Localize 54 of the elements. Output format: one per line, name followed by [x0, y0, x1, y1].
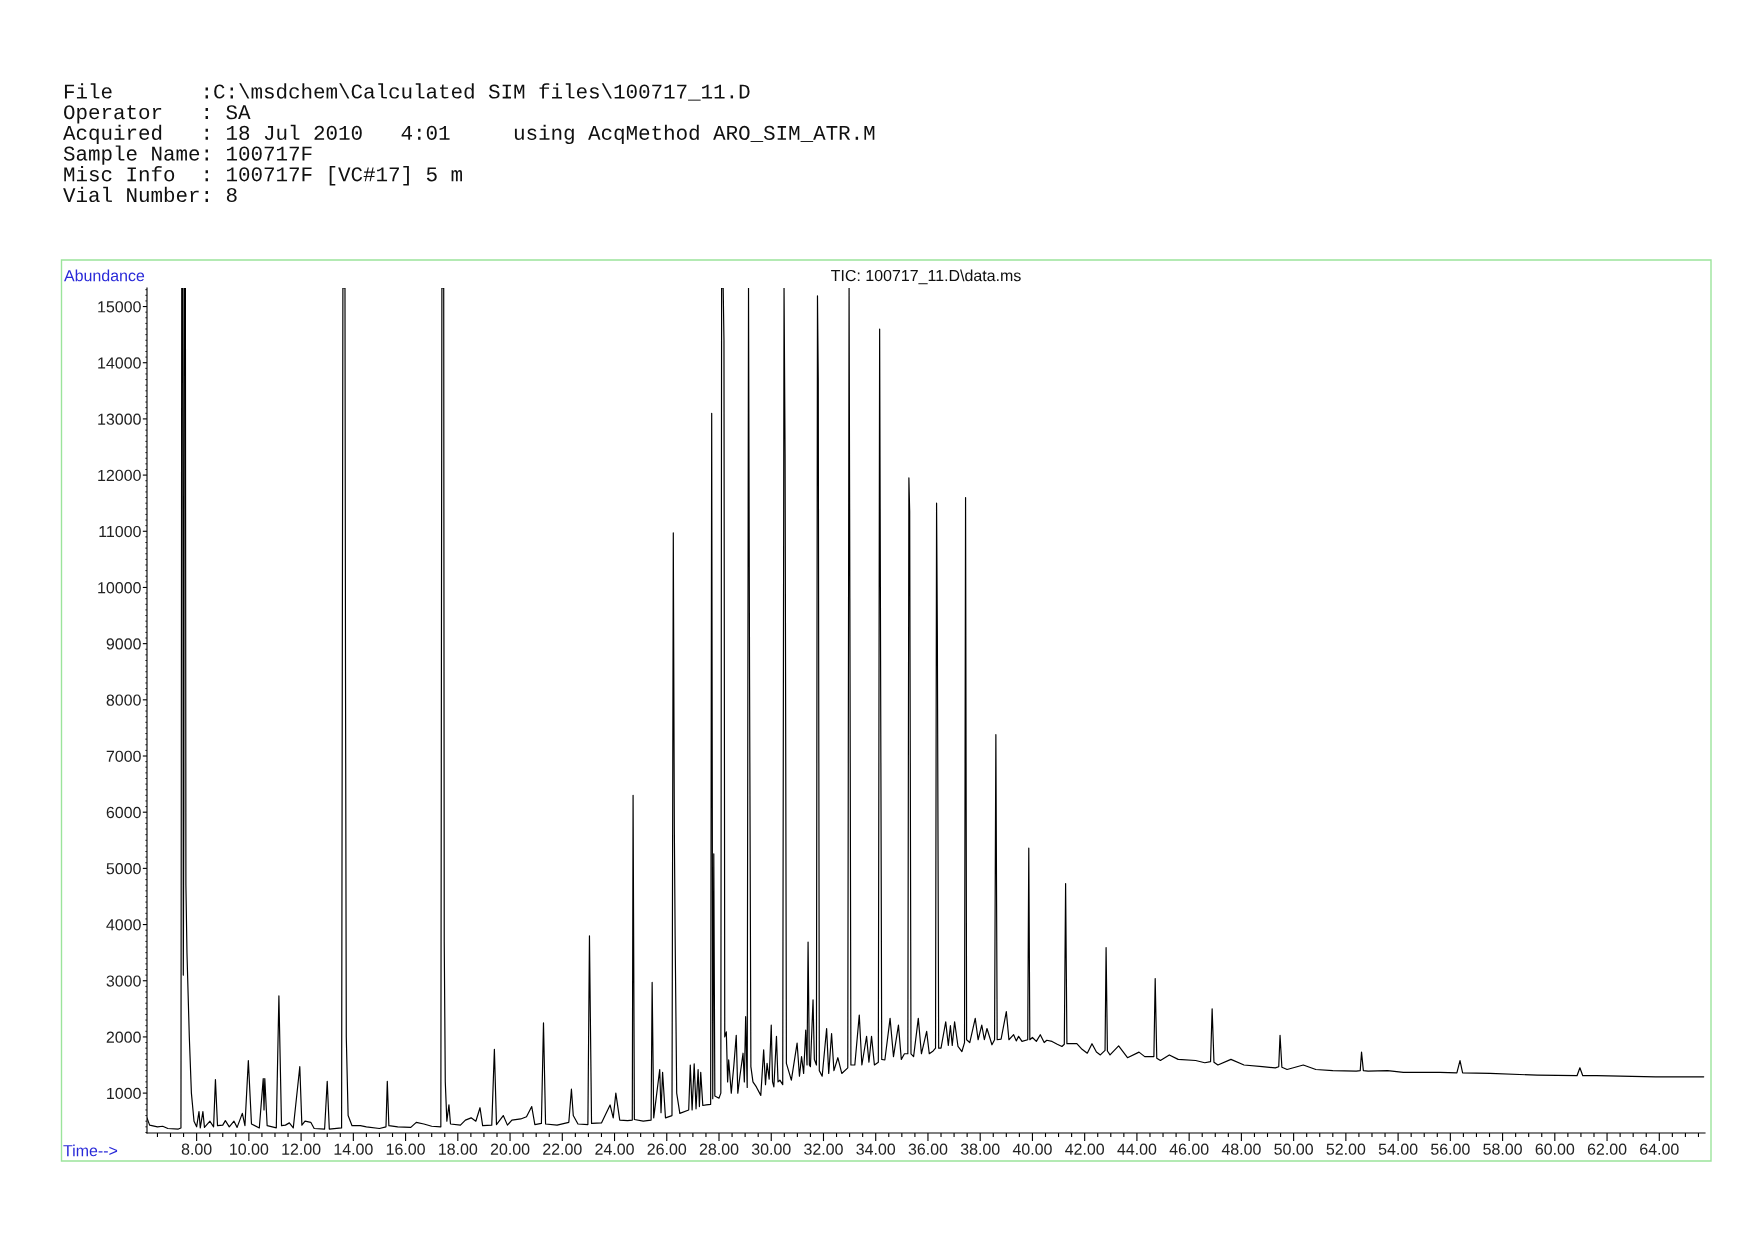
y-tick-label: 4000 [106, 919, 141, 931]
chart-title: TIC: 100717_11.D\data.ms [831, 269, 1021, 285]
y-tick-label: 1000 [107, 1087, 141, 1100]
text: Vial Number: 8 [63, 186, 237, 203]
y-tick-label: 13000 [98, 413, 141, 425]
x-tick-label: 64.00 [1640, 1143, 1679, 1155]
y-tick-label: 9000 [106, 638, 141, 650]
x-tick-label: 42.00 [1065, 1143, 1105, 1155]
x-tick-label: 52.00 [1326, 1143, 1366, 1155]
x-tick-label: 62.00 [1587, 1143, 1627, 1155]
y-tick-label: 6000 [106, 806, 141, 819]
x-tick-label: 56.00 [1431, 1143, 1470, 1155]
x-tick-label: 48.00 [1221, 1143, 1261, 1155]
x-tick-label: 58.00 [1483, 1143, 1522, 1155]
text: Operator : SA [64, 105, 251, 124]
y-tick-label: 11000 [99, 525, 141, 538]
text: Acquired : 18 Jul 2010 4:01 using AcqMethod ARO_SIM_ATR.M [63, 124, 875, 145]
y-tick-label: 15000 [98, 301, 141, 313]
x-tick-label: 20.00 [490, 1143, 530, 1155]
text: Misc Info : 100717F [VC#17] 5 m [64, 166, 462, 186]
y-tick-label: 3000 [106, 975, 141, 987]
x-tick-label: 36.00 [908, 1143, 948, 1155]
x-tick-label: 46.00 [1169, 1143, 1209, 1155]
x-tick-label: 28.00 [699, 1143, 739, 1155]
x-tick-label: 16.00 [386, 1143, 425, 1155]
x-tick-label: 34.00 [856, 1143, 896, 1155]
line-series [147, 288, 1705, 1130]
x-tick-label: 38.00 [960, 1143, 1000, 1155]
x-tick-label: 44.00 [1117, 1143, 1157, 1155]
x-tick-label: 50.00 [1274, 1143, 1313, 1155]
x-tick-label: 10.00 [230, 1143, 269, 1155]
x-tick-label: 22.00 [543, 1143, 582, 1155]
x-tick-label: 24.00 [595, 1143, 634, 1155]
y-tick-label: 8000 [106, 694, 141, 706]
x-tick-label: 40.00 [1012, 1143, 1052, 1155]
x-tick-label: 32.00 [804, 1143, 843, 1155]
x-tick-label: 18.00 [439, 1143, 478, 1155]
x-tick-label: 26.00 [647, 1143, 687, 1155]
x-axis-title: Time--> [63, 1144, 118, 1157]
y-tick-label: 12000 [98, 469, 141, 482]
y-axis-title: Abundance [64, 269, 145, 282]
text: File :C:\msdchem\Calculated SIM files\100717_11.D [64, 83, 750, 101]
x-tick-label: 54.00 [1378, 1143, 1418, 1155]
x-tick-label: 8.00 [181, 1143, 212, 1155]
x-tick-label: 60.00 [1535, 1143, 1575, 1155]
y-tick-label: 10000 [98, 582, 141, 594]
y-tick-label: 5000 [106, 863, 141, 875]
text: Sample Name: 100717F [63, 145, 312, 165]
x-tick-label: 14.00 [334, 1143, 373, 1155]
x-tick-label: 30.00 [751, 1143, 791, 1155]
x-tick-label: 12.00 [282, 1143, 321, 1155]
y-tick-label: 7000 [106, 750, 141, 762]
y-tick-label: 2000 [106, 1031, 141, 1043]
y-tick-label: 14000 [98, 357, 141, 369]
